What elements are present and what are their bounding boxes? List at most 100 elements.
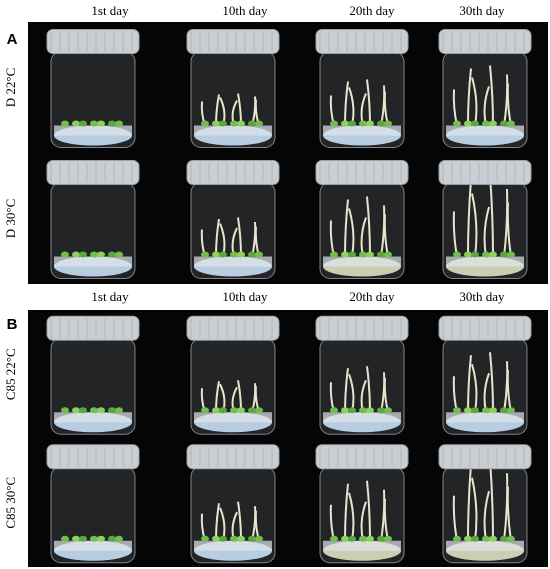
leaf xyxy=(61,251,69,258)
lid xyxy=(315,444,409,470)
leaf xyxy=(348,535,356,542)
sprout xyxy=(366,196,371,257)
column-label: 10th day xyxy=(222,289,268,304)
lid xyxy=(186,160,280,185)
leaf xyxy=(366,407,374,414)
leaf xyxy=(72,120,80,127)
sprout xyxy=(471,477,478,541)
photo-panel xyxy=(28,310,548,567)
leaf xyxy=(115,535,123,542)
leaf xyxy=(79,251,87,258)
jar-row xyxy=(46,160,532,279)
leaf xyxy=(61,535,69,542)
column-label: 30th day xyxy=(459,289,505,304)
leaf xyxy=(348,251,356,258)
leaf xyxy=(255,407,263,414)
medium-side xyxy=(446,412,524,423)
lid xyxy=(315,29,409,54)
leaf xyxy=(471,120,479,127)
lid xyxy=(186,315,280,341)
leaf xyxy=(384,535,392,542)
medium-side xyxy=(323,125,401,136)
leaf xyxy=(90,120,98,127)
panel-label: A xyxy=(7,31,18,48)
leaf xyxy=(366,120,374,127)
leaf xyxy=(482,407,490,414)
leaf xyxy=(255,120,263,127)
leaf xyxy=(453,407,461,414)
medium-side xyxy=(54,125,132,136)
leaf xyxy=(464,120,472,127)
row-label: D 22°C xyxy=(3,68,18,108)
leaf xyxy=(201,407,209,414)
leaf xyxy=(72,251,80,258)
leaf xyxy=(489,535,497,542)
leaf xyxy=(359,535,367,542)
medium-side xyxy=(323,256,401,267)
medium-side xyxy=(446,125,524,136)
leaf xyxy=(90,407,98,414)
lid xyxy=(186,444,280,470)
leaf xyxy=(97,407,105,414)
leaf xyxy=(219,120,227,127)
leaf xyxy=(341,535,349,542)
leaf xyxy=(384,407,392,414)
lid xyxy=(438,315,532,341)
leaf xyxy=(72,407,80,414)
medium-side xyxy=(446,540,524,551)
leaf xyxy=(79,407,87,414)
leaf xyxy=(97,251,105,258)
leaf xyxy=(482,535,490,542)
medium-side xyxy=(54,256,132,267)
leaf xyxy=(366,251,374,258)
leaf xyxy=(507,251,515,258)
leaf xyxy=(115,407,123,414)
leaf xyxy=(471,535,479,542)
lid xyxy=(315,315,409,341)
leaf xyxy=(108,120,116,127)
leaf xyxy=(500,120,508,127)
leaf xyxy=(115,120,123,127)
leaf xyxy=(212,120,220,127)
leaf xyxy=(255,251,263,258)
leaf xyxy=(489,120,497,127)
leaf xyxy=(212,407,220,414)
leaf xyxy=(377,251,385,258)
sprout xyxy=(503,188,509,257)
column-label: 30th day xyxy=(459,3,505,18)
leaf xyxy=(348,407,356,414)
leaf xyxy=(507,535,515,542)
leaf xyxy=(61,407,69,414)
leaf xyxy=(471,407,479,414)
sprout xyxy=(467,464,472,541)
leaf xyxy=(384,120,392,127)
leaf xyxy=(201,251,209,258)
leaf xyxy=(79,535,87,542)
leaf xyxy=(330,535,338,542)
medium-side xyxy=(194,256,272,267)
sprout xyxy=(366,480,371,541)
row-label: D 30°C xyxy=(3,199,18,239)
leaf xyxy=(219,407,227,414)
lid xyxy=(315,160,409,185)
leaf xyxy=(219,535,227,542)
leaf xyxy=(500,407,508,414)
lid xyxy=(46,444,140,470)
column-label: 1st day xyxy=(91,3,129,18)
leaf xyxy=(248,251,256,258)
leaf xyxy=(108,407,116,414)
leaf xyxy=(471,251,479,258)
row-label: C85 30°C xyxy=(3,477,18,529)
leaf xyxy=(384,251,392,258)
leaf xyxy=(341,120,349,127)
medium-side xyxy=(323,412,401,423)
row-label: C85 22°C xyxy=(3,348,18,400)
leaf xyxy=(219,251,227,258)
medium-side xyxy=(194,412,272,423)
leaf xyxy=(115,251,123,258)
leaf xyxy=(366,535,374,542)
leaf xyxy=(464,251,472,258)
sprout xyxy=(471,193,478,257)
leaf xyxy=(90,251,98,258)
photo-panel xyxy=(28,22,548,284)
